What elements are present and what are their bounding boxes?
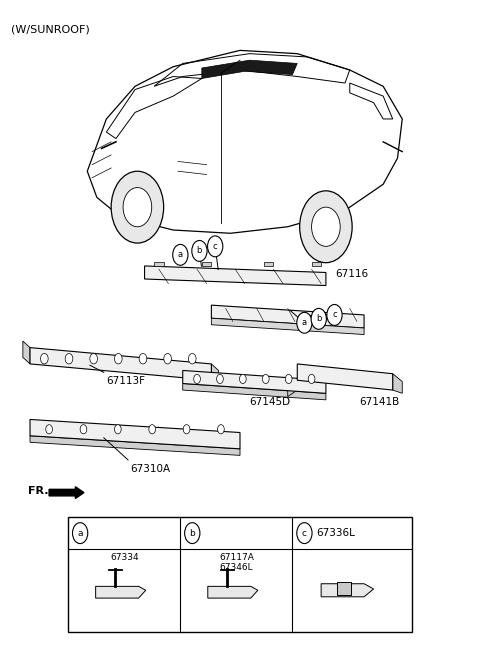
Text: 67334: 67334 [110, 554, 139, 562]
Text: 67346L: 67346L [220, 563, 253, 572]
Text: 67336L: 67336L [316, 528, 355, 538]
Text: c: c [302, 529, 307, 538]
Polygon shape [208, 586, 258, 598]
Polygon shape [154, 262, 164, 266]
Polygon shape [321, 584, 373, 597]
Circle shape [149, 424, 156, 434]
Circle shape [207, 236, 223, 256]
Polygon shape [264, 262, 274, 266]
Polygon shape [202, 60, 297, 79]
Circle shape [65, 354, 73, 364]
Circle shape [300, 191, 352, 262]
Circle shape [183, 424, 190, 434]
Text: c: c [332, 310, 337, 319]
Text: b: b [197, 247, 202, 255]
Text: (W/SUNROOF): (W/SUNROOF) [11, 24, 90, 34]
Circle shape [72, 523, 88, 544]
Circle shape [80, 424, 87, 434]
Circle shape [217, 424, 224, 434]
Polygon shape [183, 384, 326, 400]
Text: FR.: FR. [28, 486, 48, 497]
Text: 67113F: 67113F [107, 376, 145, 386]
Polygon shape [211, 318, 364, 335]
Text: c: c [213, 242, 217, 251]
Text: b: b [190, 529, 195, 538]
Text: 67145D: 67145D [250, 398, 291, 407]
FancyBboxPatch shape [337, 582, 351, 595]
Circle shape [115, 424, 121, 434]
Polygon shape [202, 262, 211, 266]
Polygon shape [30, 348, 211, 380]
FancyArrow shape [49, 487, 84, 499]
Circle shape [173, 245, 188, 265]
Circle shape [164, 354, 171, 364]
Circle shape [297, 523, 312, 544]
Circle shape [139, 354, 147, 364]
Circle shape [192, 241, 207, 261]
Circle shape [312, 207, 340, 247]
Circle shape [111, 171, 164, 243]
Circle shape [327, 304, 342, 325]
Polygon shape [297, 364, 393, 390]
Circle shape [297, 312, 312, 333]
Circle shape [285, 375, 292, 384]
Circle shape [240, 375, 246, 384]
FancyBboxPatch shape [68, 518, 412, 632]
Circle shape [263, 375, 269, 384]
Text: 67141B: 67141B [360, 398, 399, 407]
Text: 67116: 67116 [336, 270, 369, 279]
Circle shape [90, 354, 97, 364]
Circle shape [185, 523, 200, 544]
Polygon shape [288, 380, 297, 397]
Circle shape [115, 354, 122, 364]
Circle shape [308, 375, 315, 384]
Polygon shape [211, 364, 218, 387]
Polygon shape [30, 436, 240, 455]
Text: 67310A: 67310A [130, 464, 170, 474]
Polygon shape [211, 305, 364, 328]
Circle shape [40, 354, 48, 364]
Text: a: a [302, 318, 307, 327]
Circle shape [216, 375, 223, 384]
Polygon shape [183, 371, 326, 394]
Polygon shape [23, 341, 30, 364]
Text: b: b [316, 314, 322, 323]
Polygon shape [393, 374, 402, 394]
Circle shape [311, 308, 326, 329]
Text: a: a [178, 251, 183, 259]
Text: a: a [77, 529, 83, 538]
Circle shape [189, 354, 196, 364]
Text: 67117A: 67117A [219, 554, 254, 562]
Circle shape [194, 375, 200, 384]
Circle shape [123, 188, 152, 227]
Polygon shape [30, 419, 240, 449]
Polygon shape [144, 266, 326, 285]
Circle shape [46, 424, 52, 434]
Polygon shape [96, 586, 146, 598]
Polygon shape [312, 262, 321, 266]
